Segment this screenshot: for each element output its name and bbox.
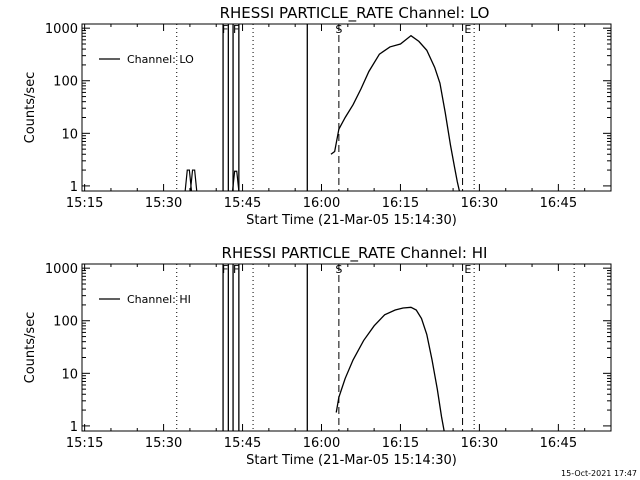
p2-y-axis-label: Counts/sec (23, 312, 38, 384)
p2-x-tick-label: 16:15 (382, 436, 419, 451)
p1-marker-f: F (222, 23, 228, 36)
p2-legend-label: Channel: HI (127, 293, 191, 306)
p1-legend-label: Channel: LO (127, 53, 194, 66)
p2-title: RHESSI PARTICLE_RATE Channel: HI (222, 244, 488, 263)
p2-x-tick-label: 16:45 (540, 436, 577, 451)
p2-y-tick-label: 100 (53, 315, 78, 330)
p1-x-tick-label: 16:15 (382, 196, 419, 211)
timestamp: 15-Oct-2021 17:47 (561, 469, 637, 478)
p1-marker-e: E (464, 23, 471, 36)
p2-y-tick-label: 1000 (45, 262, 78, 277)
p1-y-tick-label: 1 (70, 180, 78, 195)
p1-marker-f: F (233, 23, 239, 36)
p2-data-line (335, 306, 445, 431)
p1-plot-frame (81, 23, 612, 192)
p1-x-tick-label: 16:30 (461, 196, 498, 211)
p1-x-axis-label: Start Time (21-Mar-05 15:14:30) (246, 213, 457, 228)
p1-spike (184, 169, 193, 192)
p1-y-tick-label: 1000 (45, 22, 78, 37)
p2-y-tick-label: 10 (61, 367, 78, 382)
p1-x-tick-label: 16:00 (303, 196, 340, 211)
p2-plot-frame (81, 263, 612, 432)
p1-data-line (330, 34, 461, 191)
p2-marker-f: F (222, 263, 228, 276)
p1-spike (189, 169, 198, 192)
p1-y-tick-label: 10 (61, 127, 78, 142)
p1-spike (231, 170, 240, 192)
p1-marker-s: S (335, 23, 342, 36)
p2-x-tick-label: 15:15 (66, 436, 103, 451)
p1-y-tick-label: 100 (53, 75, 78, 90)
p2-marker-s: S (335, 263, 342, 276)
p2-x-tick-label: 15:45 (224, 436, 261, 451)
p2-x-axis-label: Start Time (21-Mar-05 15:14:30) (246, 453, 457, 468)
p1-x-tick-label: 15:45 (224, 196, 261, 211)
p1-y-axis-label: Counts/sec (23, 72, 38, 144)
p1-x-tick-label: 16:45 (540, 196, 577, 211)
p2-marker-e: E (464, 263, 471, 276)
p1-title: RHESSI PARTICLE_RATE Channel: LO (220, 4, 490, 23)
p1-x-tick-label: 15:30 (145, 196, 182, 211)
p2-x-tick-label: 16:00 (303, 436, 340, 451)
p2-x-tick-label: 16:30 (461, 436, 498, 451)
p2-marker-f: F (233, 263, 239, 276)
p1-x-tick-label: 15:15 (66, 196, 103, 211)
p2-y-tick-label: 1 (70, 420, 78, 435)
p2-x-tick-label: 15:30 (145, 436, 182, 451)
